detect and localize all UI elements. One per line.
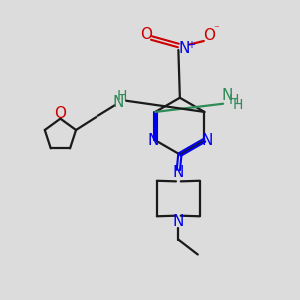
Text: N: N: [221, 88, 233, 103]
Text: N: N: [178, 41, 189, 56]
Text: N: N: [201, 134, 212, 148]
Text: H: H: [116, 89, 127, 103]
Text: O: O: [140, 27, 152, 42]
Text: N: N: [147, 134, 159, 148]
Text: H: H: [233, 98, 243, 112]
Text: H: H: [229, 93, 239, 107]
Text: ⁻: ⁻: [214, 25, 220, 35]
Text: +: +: [187, 40, 195, 50]
Text: N: N: [113, 95, 124, 110]
Text: O: O: [54, 106, 66, 121]
Text: O: O: [203, 28, 215, 43]
Text: N: N: [173, 165, 184, 180]
Text: N: N: [173, 214, 184, 229]
